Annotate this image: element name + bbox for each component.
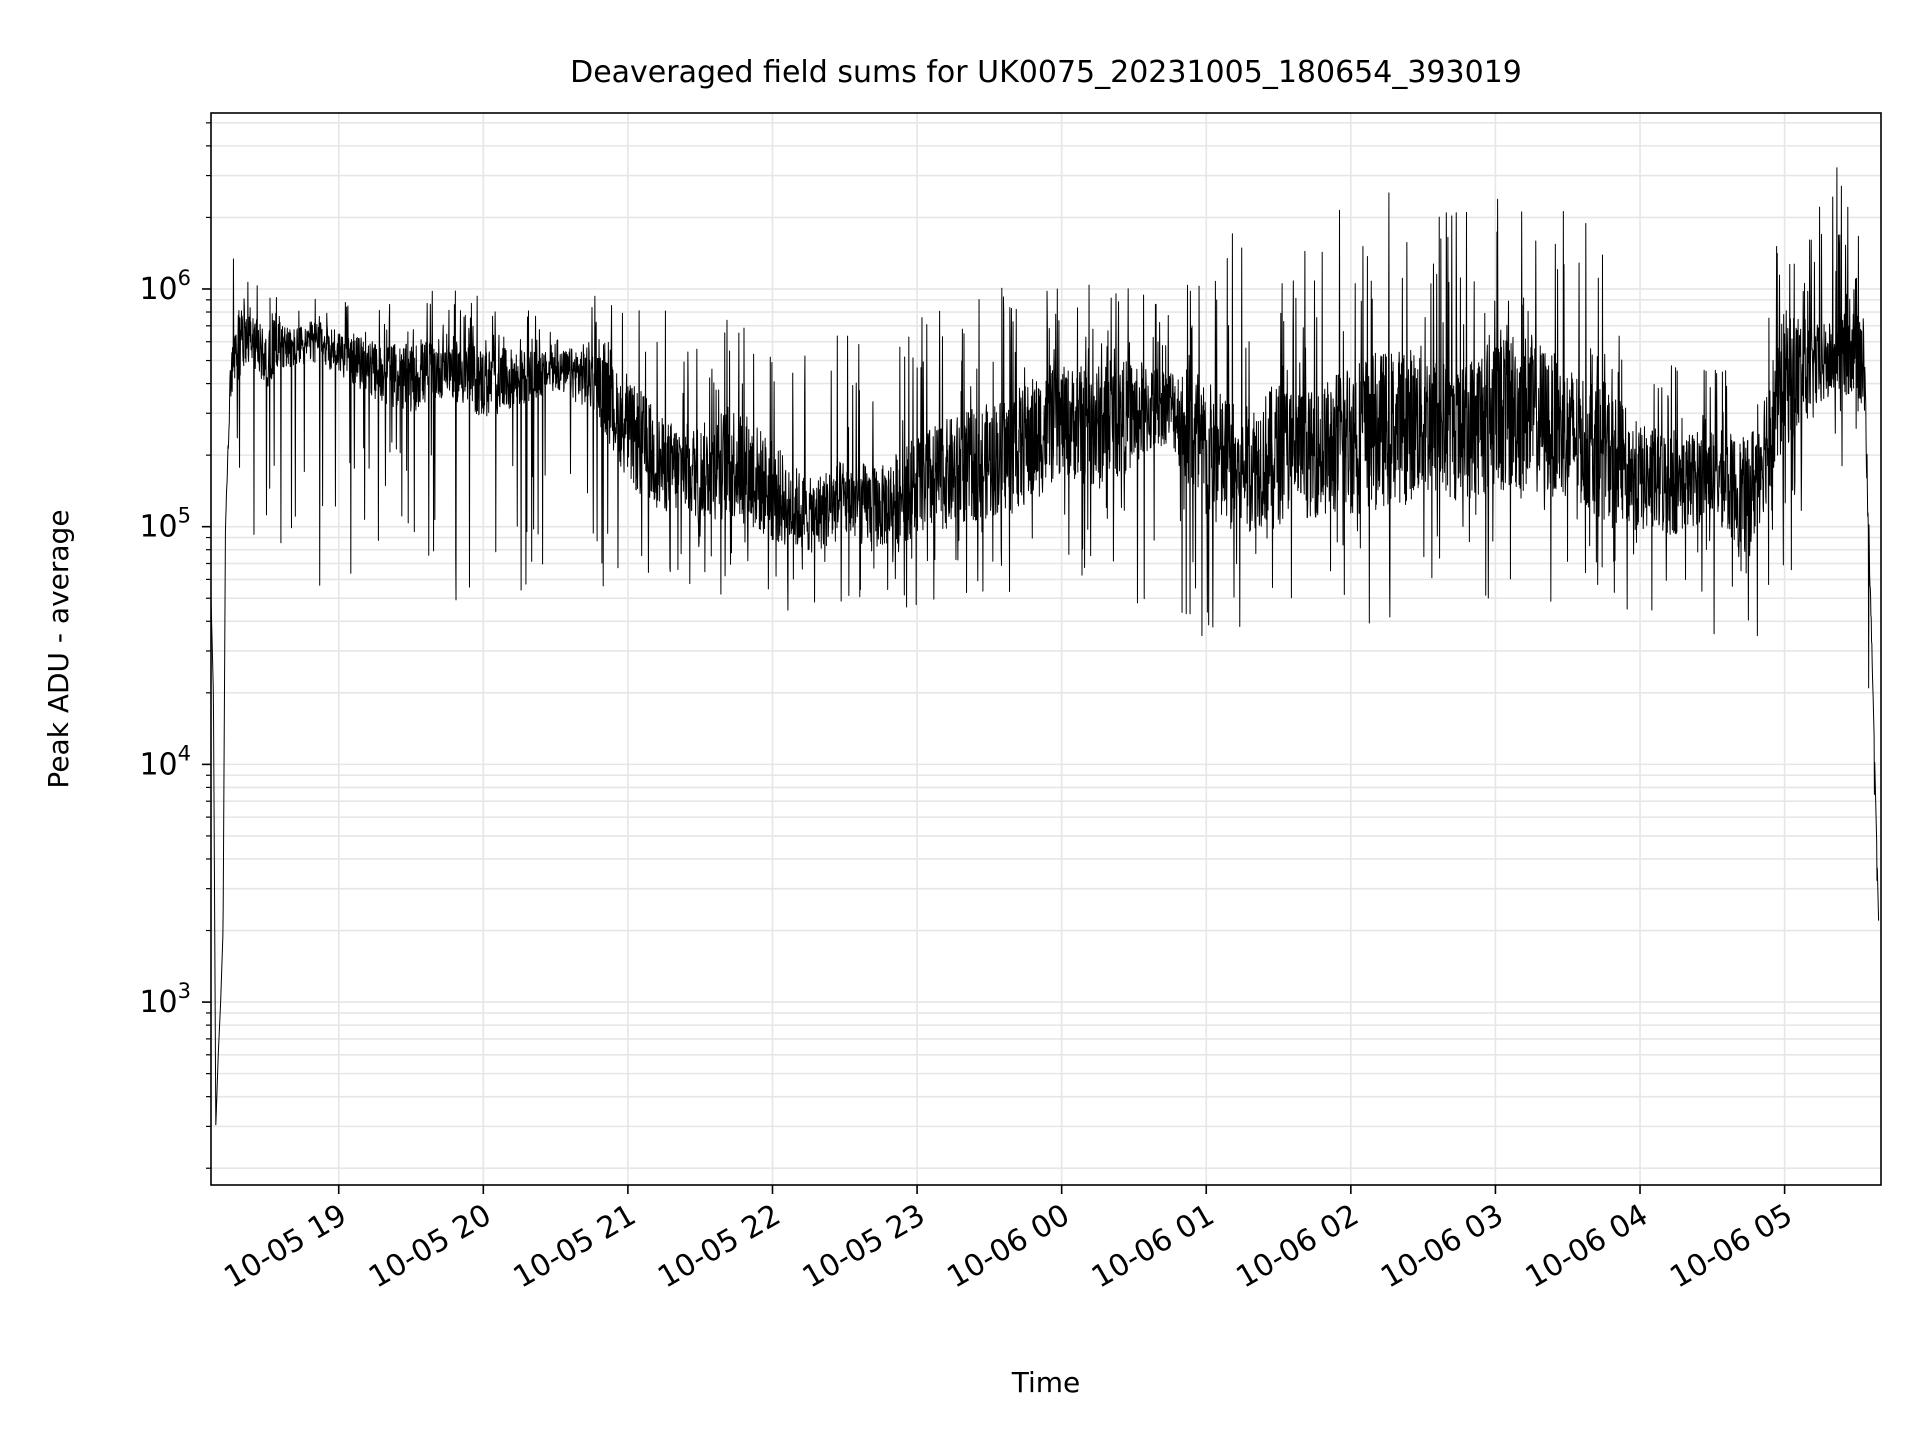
y-axis-ticks: 103 104 105 106 — [139, 122, 211, 1169]
y-tick-label: 104 — [139, 741, 191, 782]
x-tick-label: 10-06 02 — [1231, 1198, 1365, 1296]
x-tick-label: 10-06 05 — [1664, 1198, 1798, 1296]
x-tick-label: 10-05 22 — [652, 1198, 786, 1296]
x-axis-ticks: 10-05 19 10-05 20 10-05 21 10-05 22 10-05 23… — [218, 1185, 1799, 1296]
y-tick-label: 105 — [139, 504, 191, 545]
chart-title: Deaveraged field sums for UK0075_2023100… — [570, 55, 1522, 90]
x-tick-label: 10-06 03 — [1375, 1198, 1509, 1296]
y-axis-label: Peak ADU - average — [42, 509, 75, 788]
x-tick-label: 10-05 21 — [508, 1198, 642, 1296]
x-tick-label: 10-05 19 — [218, 1198, 352, 1296]
x-tick-label: 10-05 20 — [363, 1198, 497, 1296]
x-tick-label: 10-06 04 — [1520, 1198, 1654, 1296]
x-tick-label: 10-06 00 — [941, 1198, 1075, 1296]
grid-lines — [211, 113, 1881, 1185]
plot-frame — [210, 112, 1882, 1186]
y-tick-label: 103 — [139, 979, 191, 1020]
x-axis-label: Time — [1011, 1366, 1081, 1399]
x-tick-label: 10-06 01 — [1086, 1198, 1220, 1296]
series-line-group — [210, 167, 1880, 1126]
series-line — [210, 167, 1880, 1126]
x-tick-label: 10-05 23 — [797, 1198, 931, 1296]
y-tick-label: 106 — [139, 266, 191, 307]
